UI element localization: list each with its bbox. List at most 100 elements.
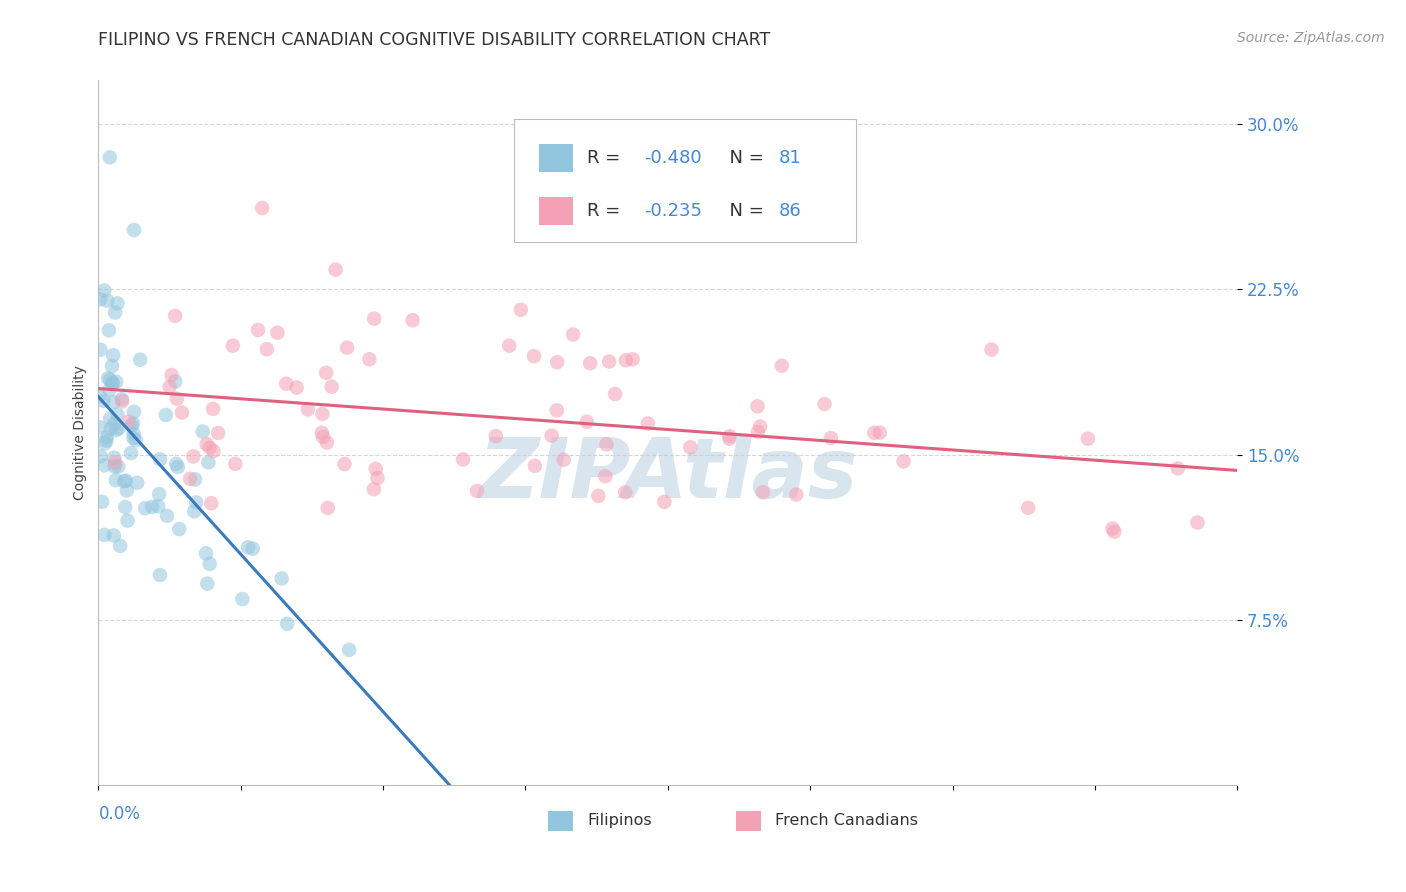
Point [285, 380, 308, 394]
Point [246, 323, 269, 337]
Point [1017, 500, 1039, 515]
Point [183, 504, 205, 518]
Point [718, 429, 741, 443]
Point [316, 435, 339, 450]
Point [96, 293, 118, 308]
Text: N =: N = [718, 149, 769, 167]
Point [363, 311, 385, 326]
Point [588, 489, 610, 503]
Point [316, 500, 339, 515]
Point [97, 371, 120, 385]
Text: R =: R = [586, 202, 626, 219]
Point [637, 417, 659, 431]
Point [747, 400, 769, 414]
Point [593, 469, 616, 483]
Point [546, 403, 568, 417]
Point [540, 428, 562, 442]
Point [598, 354, 620, 368]
Point [115, 474, 138, 488]
Point [498, 339, 520, 353]
Point [718, 432, 741, 446]
Point [89, 293, 111, 307]
Point [276, 616, 298, 631]
Point [108, 539, 131, 553]
Point [359, 352, 381, 367]
Text: 81: 81 [779, 149, 801, 167]
Point [134, 501, 156, 516]
Point [165, 309, 187, 323]
Point [863, 425, 886, 440]
Point [325, 262, 347, 277]
Point [312, 430, 335, 444]
Point [256, 343, 278, 357]
Point [893, 454, 915, 468]
Point [297, 402, 319, 417]
Point [363, 482, 385, 496]
Point [170, 405, 193, 419]
Point [202, 401, 225, 416]
Point [333, 457, 356, 471]
Point [120, 418, 142, 433]
Point [749, 419, 772, 434]
Bar [737, 811, 761, 830]
Point [820, 431, 842, 445]
Text: French Canadians: French Canadians [775, 814, 918, 829]
Point [155, 408, 177, 422]
Point [112, 474, 135, 488]
Point [141, 500, 163, 514]
Point [276, 376, 298, 391]
Point [266, 326, 288, 340]
Point [166, 392, 188, 406]
Point [160, 368, 183, 382]
Point [546, 355, 568, 369]
Point [100, 422, 122, 436]
Y-axis label: Cognitive Disability: Cognitive Disability [73, 365, 87, 500]
Point [104, 305, 127, 319]
Point [654, 495, 676, 509]
FancyBboxPatch shape [515, 119, 856, 243]
Point [89, 420, 111, 434]
Point [93, 528, 115, 542]
Point [107, 421, 129, 435]
Bar [538, 196, 574, 225]
Point [94, 436, 117, 450]
Point [770, 359, 793, 373]
Point [311, 407, 333, 421]
Point [236, 541, 259, 555]
Point [127, 475, 149, 490]
Text: FILIPINO VS FRENCH CANADIAN COGNITIVE DISABILITY CORRELATION CHART: FILIPINO VS FRENCH CANADIAN COGNITIVE DI… [98, 31, 770, 49]
Point [336, 341, 359, 355]
Bar [548, 811, 574, 830]
Point [785, 487, 807, 501]
Point [149, 452, 172, 467]
Point [101, 376, 124, 390]
Point [96, 434, 118, 448]
Point [101, 359, 124, 373]
Point [97, 323, 120, 337]
Point [104, 473, 127, 487]
Point [523, 458, 546, 473]
Point [103, 395, 125, 409]
Text: N =: N = [718, 202, 769, 219]
Point [93, 393, 115, 408]
Point [93, 458, 115, 473]
Point [148, 487, 170, 501]
Point [129, 352, 152, 367]
Point [122, 431, 145, 445]
Point [98, 383, 121, 397]
Point [125, 433, 148, 447]
Point [111, 394, 134, 409]
Text: Filipinos: Filipinos [586, 814, 651, 829]
Point [1187, 516, 1209, 530]
Point [184, 472, 207, 486]
Point [367, 471, 389, 485]
Point [202, 444, 225, 458]
Point [321, 380, 343, 394]
Point [122, 417, 145, 431]
Point [103, 417, 125, 431]
Point [191, 425, 214, 439]
Point [485, 429, 508, 443]
Text: 0.0%: 0.0% [98, 805, 141, 822]
Point [179, 472, 201, 486]
Point [101, 376, 124, 391]
